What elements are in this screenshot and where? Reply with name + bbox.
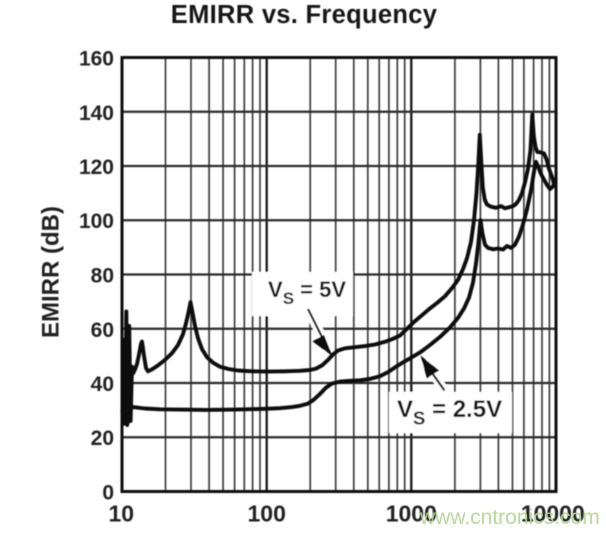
svg-text:20: 20 bbox=[91, 427, 114, 450]
svg-text:140: 140 bbox=[79, 102, 114, 125]
svg-text:1000: 1000 bbox=[386, 501, 437, 527]
svg-text:80: 80 bbox=[91, 265, 114, 288]
svg-text:100: 100 bbox=[248, 501, 286, 527]
svg-text:0: 0 bbox=[102, 482, 114, 505]
svg-text:EMIRR vs. Frequency: EMIRR vs. Frequency bbox=[171, 1, 438, 29]
svg-text:www.cntronics.com: www.cntronics.com bbox=[419, 506, 600, 529]
svg-text:10: 10 bbox=[109, 501, 135, 527]
svg-text:60: 60 bbox=[91, 319, 114, 342]
svg-text:160: 160 bbox=[79, 48, 114, 71]
svg-text:120: 120 bbox=[79, 156, 114, 179]
svg-text:10000: 10000 bbox=[521, 501, 585, 527]
svg-text:100: 100 bbox=[79, 210, 114, 233]
svg-text:EMIRR (dB): EMIRR (dB) bbox=[38, 206, 65, 338]
svg-text:40: 40 bbox=[91, 373, 114, 396]
